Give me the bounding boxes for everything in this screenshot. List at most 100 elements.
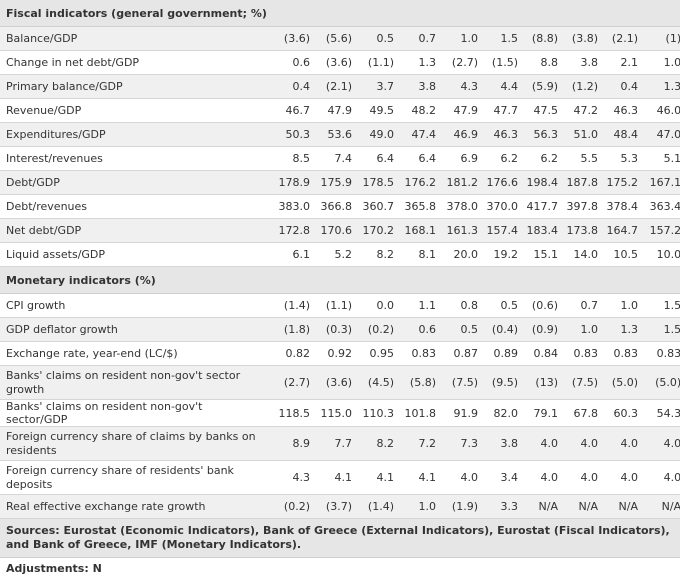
value-cell: (3.7) xyxy=(313,494,355,519)
value-cell: 53.6 xyxy=(313,122,355,147)
value-cell: 4.1 xyxy=(355,460,397,495)
row-label: Debt/GDP xyxy=(0,170,264,195)
monetary-section-title: Monetary indicators (%) xyxy=(0,266,680,294)
table-row: Foreign currency share of claims by bank… xyxy=(0,426,680,461)
value-cell: (5.8) xyxy=(397,365,439,400)
value-cell: 176.6 xyxy=(481,170,521,195)
row-label: Balance/GDP xyxy=(0,26,264,51)
value-cell: 6.9 xyxy=(439,146,481,171)
table-row: Expenditures/GDP 50.3 53.6 49.0 47.4 46.9 46.3… xyxy=(0,122,680,147)
value-cell: 110.3 xyxy=(355,399,397,427)
value-cell: 14.0 xyxy=(561,242,601,267)
value-cell: 0.7 xyxy=(397,26,439,51)
value-cell: (1) xyxy=(641,26,680,51)
value-cell: 170.6 xyxy=(313,218,355,243)
table-row: Interest/revenues 8.5 7.4 6.4 6.4 6.9 6.2 6.2 5.… xyxy=(0,146,680,171)
next-section-title: Adjustments: N xyxy=(6,561,102,575)
value-cell: 10.5 xyxy=(601,242,641,267)
value-cell: 48.4 xyxy=(601,122,641,147)
value-cell: (13) xyxy=(521,365,561,400)
value-cell: 4.0 xyxy=(641,426,680,461)
table-row: Net debt/GDP 172.8 170.6 170.2 168.1 161.3 157… xyxy=(0,218,680,243)
value-cell: 161.3 xyxy=(439,218,481,243)
value-cell: 157.4 xyxy=(481,218,521,243)
value-cell: 181.2 xyxy=(439,170,481,195)
value-cell: 8.2 xyxy=(355,426,397,461)
value-cell: 0.6 xyxy=(397,317,439,342)
value-cell: 6.4 xyxy=(355,146,397,171)
value-cell: 0.82 xyxy=(264,341,313,366)
value-cell: 60.3 xyxy=(601,399,641,427)
value-cell: 1.0 xyxy=(601,293,641,318)
value-cell: 3.4 xyxy=(481,460,521,495)
value-cell: 0.8 xyxy=(439,293,481,318)
value-cell: 51.0 xyxy=(561,122,601,147)
table-row: Change in net debt/GDP 0.6 (3.6) (1.1) 1.3 (2… xyxy=(0,50,680,75)
value-cell: (1.8) xyxy=(264,317,313,342)
value-cell: 378.0 xyxy=(439,194,481,219)
value-cell: 6.4 xyxy=(397,146,439,171)
row-label: Interest/revenues xyxy=(0,146,264,171)
value-cell: 20.0 xyxy=(439,242,481,267)
value-cell: (0.6) xyxy=(521,293,561,318)
table-row: Revenue/GDP 46.7 47.9 49.5 48.2 47.9 47.7 47.5 4… xyxy=(0,98,680,123)
value-cell: 3.8 xyxy=(397,74,439,99)
value-cell: 67.8 xyxy=(561,399,601,427)
value-cell: 4.0 xyxy=(521,460,561,495)
monetary-section-header: Monetary indicators (%) xyxy=(0,266,680,294)
value-cell: 1.5 xyxy=(641,317,680,342)
table-row: CPI growth (1.4) (1.1) 0.0 1.1 0.8 0.5 (0.6) 0.7… xyxy=(0,293,680,318)
value-cell: (5.6) xyxy=(313,26,355,51)
value-cell: (5.0) xyxy=(601,365,641,400)
value-cell: 47.9 xyxy=(439,98,481,123)
value-cell: 360.7 xyxy=(355,194,397,219)
value-cell: 46.9 xyxy=(439,122,481,147)
value-cell: 0.6 xyxy=(264,50,313,75)
value-cell: (3.6) xyxy=(313,365,355,400)
value-cell: 366.8 xyxy=(313,194,355,219)
row-label: GDP deflator growth xyxy=(0,317,264,342)
value-cell: 3.3 xyxy=(481,494,521,519)
value-cell: 383.0 xyxy=(264,194,313,219)
value-cell: 4.4 xyxy=(481,74,521,99)
value-cell: (0.3) xyxy=(313,317,355,342)
value-cell: 7.3 xyxy=(439,426,481,461)
value-cell: 4.1 xyxy=(313,460,355,495)
value-cell: 5.2 xyxy=(313,242,355,267)
value-cell: 172.8 xyxy=(264,218,313,243)
fiscal-section-header: Fiscal indicators (general government; %… xyxy=(0,0,680,27)
value-cell: 2.1 xyxy=(601,50,641,75)
value-cell: 1.0 xyxy=(439,26,481,51)
fiscal-section-title: Fiscal indicators (general government; %… xyxy=(0,0,680,27)
table-row: Debt/GDP 178.9 175.9 178.5 176.2 181.2 176.6 19… xyxy=(0,170,680,195)
value-cell: (1.1) xyxy=(313,293,355,318)
value-cell: 0.84 xyxy=(521,341,561,366)
value-cell: 1.3 xyxy=(397,50,439,75)
value-cell: 0.5 xyxy=(439,317,481,342)
value-cell: 4.0 xyxy=(561,460,601,495)
value-cell: 7.4 xyxy=(313,146,355,171)
value-cell: (1.4) xyxy=(264,293,313,318)
value-cell: 183.4 xyxy=(521,218,561,243)
value-cell: (2.1) xyxy=(601,26,641,51)
value-cell: 5.5 xyxy=(561,146,601,171)
value-cell: 0.4 xyxy=(264,74,313,99)
value-cell: 50.3 xyxy=(264,122,313,147)
value-cell: 101.8 xyxy=(397,399,439,427)
value-cell: 175.2 xyxy=(601,170,641,195)
value-cell: (2.7) xyxy=(439,50,481,75)
value-cell: (3.6) xyxy=(264,26,313,51)
value-cell: 0.0 xyxy=(355,293,397,318)
value-cell: 370.0 xyxy=(481,194,521,219)
value-cell: (2.7) xyxy=(264,365,313,400)
value-cell: 365.8 xyxy=(397,194,439,219)
value-cell: 46.3 xyxy=(481,122,521,147)
row-label: Change in net debt/GDP xyxy=(0,50,264,75)
value-cell: 4.3 xyxy=(264,460,313,495)
value-cell: 8.2 xyxy=(355,242,397,267)
value-cell: N/A xyxy=(641,494,680,519)
value-cell: (4.5) xyxy=(355,365,397,400)
value-cell: (1.4) xyxy=(355,494,397,519)
value-cell: (7.5) xyxy=(561,365,601,400)
row-label: Real effective exchange rate growth xyxy=(0,494,264,519)
